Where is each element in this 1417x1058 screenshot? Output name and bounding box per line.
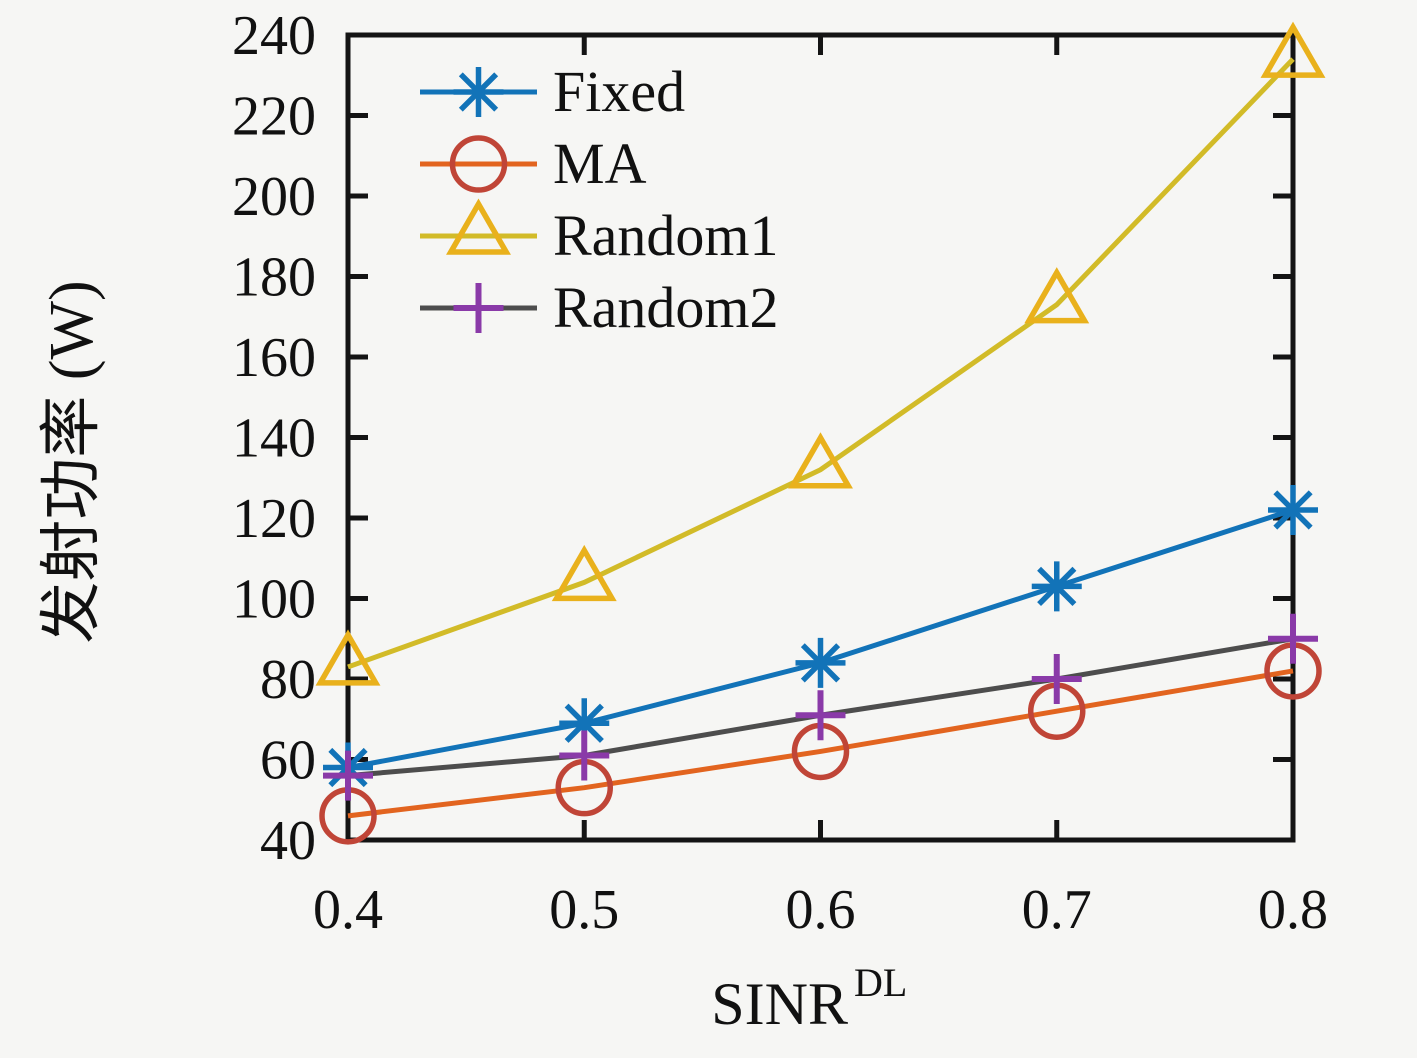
legend-label: Random2: [553, 275, 779, 340]
legend-label: Fixed: [553, 59, 685, 124]
y-tick-label: 220: [232, 86, 316, 148]
y-tick-label: 200: [232, 166, 316, 228]
series-Fixed: [323, 484, 1318, 793]
series-Random1: [315, 21, 1326, 686]
triangle-marker: [1024, 267, 1090, 324]
x-tick-label: 0.8: [1258, 879, 1328, 941]
x-tick-label: 0.5: [549, 879, 619, 941]
circle-marker: [449, 135, 508, 193]
series-Random2: [323, 613, 1318, 801]
triangle-marker: [551, 544, 617, 602]
legend-item-MA: MA: [420, 131, 647, 196]
asterisk-marker: [453, 67, 504, 117]
plus-marker: [795, 690, 846, 741]
legend-label: MA: [553, 131, 647, 196]
x-axis-label-superscript: DL: [854, 960, 907, 1005]
x-tick-label: 0.7: [1022, 879, 1092, 941]
triangle-marker: [788, 432, 853, 489]
asterisk-marker: [795, 637, 846, 688]
legend-item-Random2: Random2: [420, 275, 779, 340]
triangle-marker: [315, 629, 381, 686]
plot-layer: 40 60 80 100 120 140 160 180 200 220 240 0.4 0.5 0.6 0…: [232, 5, 1328, 941]
plus-marker: [1268, 613, 1318, 664]
asterisk-marker: [1268, 484, 1318, 535]
legend-item-Fixed: Fixed: [420, 59, 685, 124]
legend: Fixed MA Random1 Random2: [420, 59, 779, 340]
plus-marker: [1031, 654, 1082, 704]
y-axis-label: 发射功率 (W): [38, 280, 106, 643]
y-tick-label: 160: [232, 327, 316, 389]
y-tick-label: 180: [232, 247, 316, 309]
y-tick-label: 140: [232, 408, 316, 470]
x-axis-label: SINR: [711, 971, 848, 1037]
y-tick-label: 240: [232, 5, 316, 67]
y-tick-label: 100: [232, 569, 316, 631]
y-tick-label: 80: [260, 649, 316, 711]
legend-label: Random1: [553, 203, 779, 268]
series-line: [347, 57, 1295, 670]
y-tick-label: 60: [260, 730, 316, 792]
plus-marker: [453, 283, 504, 333]
asterisk-marker: [1031, 561, 1082, 612]
plus-marker: [559, 730, 610, 781]
x-tick-label: 0.6: [786, 879, 856, 941]
y-tick-label: 40: [260, 810, 316, 872]
y-tick-label: 120: [232, 488, 316, 550]
series-line: [347, 668, 1294, 819]
plus-marker: [323, 750, 373, 801]
x-tick-label: 0.4: [313, 879, 383, 941]
triangle-marker: [1260, 21, 1326, 78]
legend-item-Random1: Random1: [420, 198, 779, 268]
triangle-marker: [446, 198, 511, 255]
